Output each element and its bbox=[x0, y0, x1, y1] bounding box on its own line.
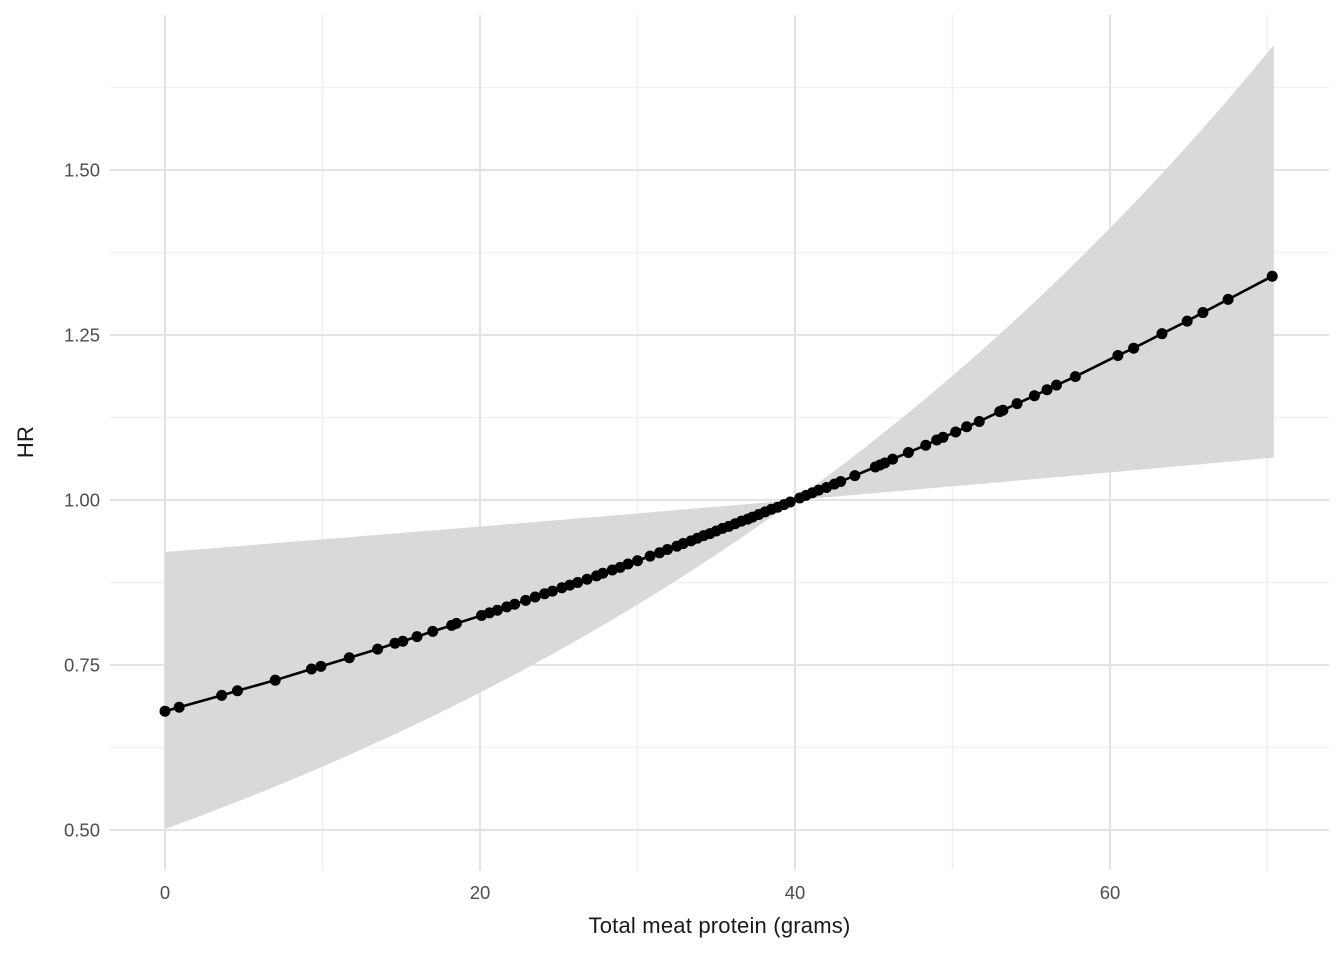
data-point bbox=[159, 705, 171, 717]
data-point bbox=[231, 685, 243, 697]
data-point bbox=[950, 426, 962, 438]
data-point bbox=[529, 591, 541, 603]
confidence-band bbox=[165, 44, 1274, 829]
x-tick-label: 40 bbox=[785, 882, 806, 903]
data-point bbox=[372, 643, 384, 655]
data-point bbox=[661, 544, 673, 555]
data-point bbox=[450, 617, 462, 629]
x-tick-label: 0 bbox=[160, 882, 170, 903]
data-point bbox=[397, 635, 409, 647]
data-point bbox=[509, 598, 521, 610]
data-point bbox=[1181, 315, 1193, 327]
data-point bbox=[427, 625, 439, 637]
data-point bbox=[1028, 390, 1040, 402]
data-point bbox=[173, 701, 185, 713]
data-point bbox=[937, 431, 949, 443]
data-point bbox=[887, 453, 899, 465]
data-point bbox=[1041, 384, 1053, 396]
data-point bbox=[315, 660, 327, 672]
data-point bbox=[1156, 328, 1168, 340]
data-point bbox=[1011, 398, 1023, 410]
data-point bbox=[597, 567, 609, 579]
data-point bbox=[572, 577, 584, 588]
y-tick-label: 1.00 bbox=[64, 490, 100, 511]
x-tick-label: 20 bbox=[470, 882, 491, 903]
data-point bbox=[997, 404, 1009, 416]
y-tick-label: 1.25 bbox=[64, 325, 100, 346]
y-tick-label: 0.50 bbox=[64, 820, 100, 841]
data-point bbox=[581, 573, 593, 585]
x-axis-title: Total meat protein (grams) bbox=[588, 913, 851, 938]
data-point bbox=[305, 663, 317, 675]
data-point bbox=[491, 604, 503, 616]
data-point bbox=[1069, 371, 1081, 383]
y-tick-label: 0.75 bbox=[64, 655, 100, 676]
data-point bbox=[1266, 270, 1278, 282]
data-point bbox=[973, 415, 985, 427]
data-point bbox=[961, 421, 973, 433]
data-point bbox=[1222, 293, 1234, 305]
data-point bbox=[1197, 307, 1209, 319]
x-tick-label: 60 bbox=[1100, 882, 1121, 903]
data-point bbox=[644, 550, 656, 562]
data-point bbox=[343, 652, 355, 664]
y-axis-title: HR bbox=[13, 425, 38, 459]
data-point bbox=[216, 689, 228, 701]
data-point bbox=[835, 476, 847, 488]
y-tick-label: 1.50 bbox=[64, 160, 100, 181]
data-point bbox=[269, 674, 281, 686]
data-point bbox=[920, 439, 932, 451]
data-point bbox=[622, 558, 634, 570]
data-point bbox=[520, 594, 532, 606]
data-point bbox=[632, 555, 643, 567]
data-point bbox=[1050, 379, 1062, 391]
data-point bbox=[849, 470, 861, 482]
data-point bbox=[1128, 342, 1140, 354]
data-point bbox=[902, 446, 914, 458]
data-point bbox=[1112, 349, 1124, 361]
data-point bbox=[411, 631, 423, 643]
data-point bbox=[546, 585, 558, 597]
data-point bbox=[784, 496, 796, 508]
